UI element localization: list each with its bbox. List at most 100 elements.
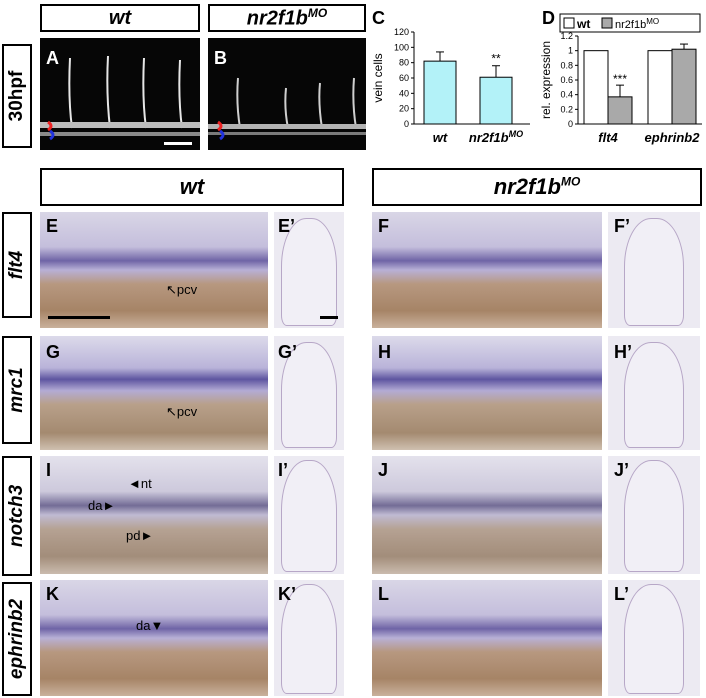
panel-e-letter: E [46,216,59,236]
chart-c-ytick-label: 80 [399,58,409,68]
header-wt-main: wt [40,168,344,206]
chart-d-ytick-label: 1.2 [560,31,573,41]
chart-c-xtick-label: wt [433,130,448,145]
panel-e-image: E ↖pcv [40,212,268,328]
panel-l-letter: L [378,584,389,604]
panel-i-image: I ◄nt da► pd► [40,456,268,574]
scale-bar-e-prime [320,316,338,319]
chart-c-ytick-label: 120 [394,27,409,37]
section-outline-k [281,584,337,694]
label-pcv-g: ↖pcv [166,404,198,419]
panel-a-vessels [40,55,200,145]
header-wt-top: wt [40,4,200,32]
chart-d-ytick-label: 0.6 [560,75,573,85]
panel-i-prime-letter: I’ [278,460,289,480]
panel-a-image: A [40,38,200,150]
panel-h-prime-image: H’ [608,336,700,450]
chart-d-legend-swatch-mo [601,17,613,29]
panel-e-prime-letter: E’ [278,216,296,236]
panel-k-image: K da▼ [40,580,268,696]
panel-h-image: H [372,336,602,450]
label-da-i: da► [88,498,116,513]
panel-k-prime-letter: K’ [278,584,296,604]
panel-g-prime-letter: G’ [278,342,298,362]
chart-c-bar [479,76,513,125]
chart-d-xtick-label: flt4 [598,130,618,145]
panel-j-prime-letter: J’ [614,460,630,480]
header-mo-top: nr2f1bMO [208,4,366,32]
chart-d-ytick-label: 1 [568,46,573,56]
panel-e-prime-image: E’ [274,212,344,328]
section-outline-e [281,218,337,326]
panel-c-letter: C [372,8,385,28]
stage-label: 30hpf [2,44,32,148]
header-mo-top-label: nr2f1bMO [246,5,328,30]
label-pd: pd► [126,528,154,543]
chart-d-ylabel: rel. expression [540,41,553,119]
chart-d-bar [671,48,697,125]
section-outline-j [624,460,684,572]
panel-i-letter: I [46,460,52,480]
chart-d-legend-swatch-wt [563,17,575,29]
chart-c-xtick-label: nr2f1bMO [469,129,523,145]
label-pcv-e: ↖pcv [166,282,198,297]
chart-c-ylabel: vein cells [371,53,385,102]
chart-d-ytick-label: 0.4 [560,90,573,100]
panel-h-letter: H [378,342,391,362]
panel-j-letter: J [378,460,389,480]
panel-l-image: L [372,580,602,696]
panel-h-prime-letter: H’ [614,342,632,362]
panel-b-vessels [208,77,366,141]
chart-d-ytick-label: 0 [568,119,573,129]
header-mo-main: nr2f1bMO [372,168,702,206]
chart-c-ytick-label: 100 [394,42,409,52]
chart-d-xtick-label: ephrinb2 [645,130,701,145]
panel-g-letter: G [46,342,61,362]
chart-d-ytick-label: 0.2 [560,104,573,114]
chart-vein-cells: 0 20 40 60 80 100 120 vein cells ** wt nr2f1bMO [371,27,530,145]
panel-j-prime-image: J’ [608,456,700,574]
panel-k-letter: K [46,584,59,604]
chart-c-ytick-label: 60 [399,73,409,83]
panel-i-prime-image: I’ [274,456,344,574]
label-da-k: da▼ [136,618,164,633]
section-outline-l [624,584,684,694]
header-wt-main-label: wt [179,174,205,199]
chart-d-bar [607,96,633,125]
panel-l-prime-image: L’ [608,580,700,696]
section-outline-g [281,342,337,448]
row-label-flt4: flt4 [2,212,32,318]
panel-l-prime-letter: L’ [614,584,630,604]
header-mo-main-label: nr2f1bMO [493,174,581,199]
scale-bar-e [48,316,110,319]
panel-f-letter: F [378,216,389,236]
chart-d-ytick-label: 0.8 [560,60,573,70]
panel-f-image: F [372,212,602,328]
section-outline-f [624,218,684,326]
section-outline-h [624,342,684,448]
chart-c-significance: ** [491,52,501,66]
panel-g-image: G ↖pcv [40,336,268,450]
panel-f-prime-image: F’ [608,212,700,328]
chart-c-ytick-label: 20 [399,104,409,114]
chart-d-significance: *** [613,72,627,86]
section-outline-i [281,460,337,572]
panel-k-prime-image: K’ [274,580,344,696]
panel-f-prime-letter: F’ [614,216,630,236]
panel-a-letter: A [46,48,59,68]
chart-c-ytick-label: 40 [399,88,409,98]
panel-b-image: B [208,38,366,150]
row-label-ephrinb2: ephrinb2 [2,582,32,696]
chart-d-legend-label-wt: wt [576,17,590,31]
chart-c-ytick-label: 0 [404,119,409,129]
panel-g-prime-image: G’ [274,336,344,450]
header-wt-top-label: wt [108,6,132,29]
panel-b-letter: B [214,48,227,68]
row-label-mrc1: mrc1 [2,336,32,444]
panel-j-image: J [372,456,602,574]
chart-d-bar [583,50,609,125]
chart-d-bar [647,50,673,125]
row-label-notch3: notch3 [2,456,32,576]
panel-d-letter: D [542,8,555,28]
